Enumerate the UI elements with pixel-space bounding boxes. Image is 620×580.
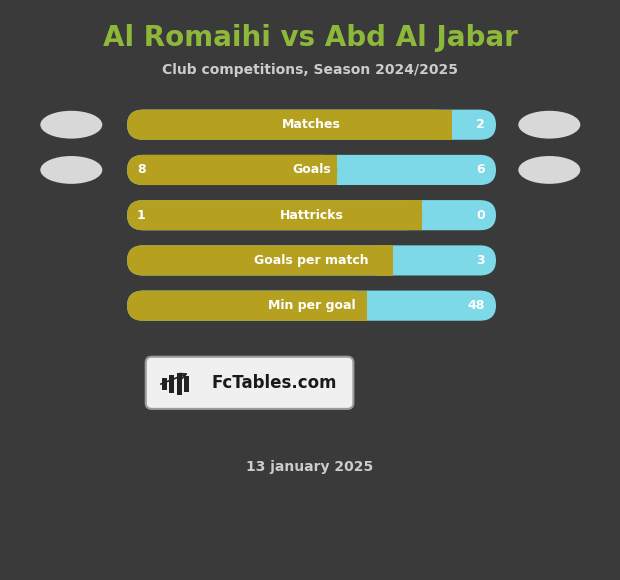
FancyBboxPatch shape xyxy=(127,291,367,321)
FancyBboxPatch shape xyxy=(127,245,392,276)
Text: 48: 48 xyxy=(467,299,485,312)
Bar xyxy=(351,291,367,321)
Bar xyxy=(177,373,182,395)
Text: Goals: Goals xyxy=(292,164,331,176)
Bar xyxy=(169,375,174,393)
Ellipse shape xyxy=(40,111,102,139)
Bar xyxy=(406,200,422,230)
Text: Hattricks: Hattricks xyxy=(280,209,343,222)
Text: Min per goal: Min per goal xyxy=(268,299,355,312)
Ellipse shape xyxy=(518,156,580,184)
Bar xyxy=(376,245,392,276)
Text: 0: 0 xyxy=(476,209,485,222)
Text: 8: 8 xyxy=(137,164,146,176)
Ellipse shape xyxy=(518,111,580,139)
Text: 2: 2 xyxy=(476,118,485,131)
Text: Al Romaihi vs Abd Al Jabar: Al Romaihi vs Abd Al Jabar xyxy=(102,24,518,52)
FancyBboxPatch shape xyxy=(127,200,422,230)
FancyBboxPatch shape xyxy=(127,200,496,230)
Text: 6: 6 xyxy=(476,164,485,176)
FancyBboxPatch shape xyxy=(127,110,452,140)
Text: Matches: Matches xyxy=(282,118,341,131)
Bar xyxy=(184,376,189,392)
Bar xyxy=(321,155,337,185)
Ellipse shape xyxy=(40,156,102,184)
FancyBboxPatch shape xyxy=(127,291,496,321)
Bar xyxy=(162,378,167,390)
Text: 1: 1 xyxy=(137,209,146,222)
Text: Club competitions, Season 2024/2025: Club competitions, Season 2024/2025 xyxy=(162,63,458,77)
FancyBboxPatch shape xyxy=(127,155,337,185)
FancyBboxPatch shape xyxy=(146,357,353,409)
FancyBboxPatch shape xyxy=(127,110,496,140)
Text: 13 january 2025: 13 january 2025 xyxy=(246,460,374,474)
Text: 3: 3 xyxy=(476,254,485,267)
FancyBboxPatch shape xyxy=(127,245,496,276)
Bar xyxy=(436,110,452,140)
FancyBboxPatch shape xyxy=(127,155,496,185)
Text: Goals per match: Goals per match xyxy=(254,254,369,267)
Text: FcTables.com: FcTables.com xyxy=(211,374,337,392)
